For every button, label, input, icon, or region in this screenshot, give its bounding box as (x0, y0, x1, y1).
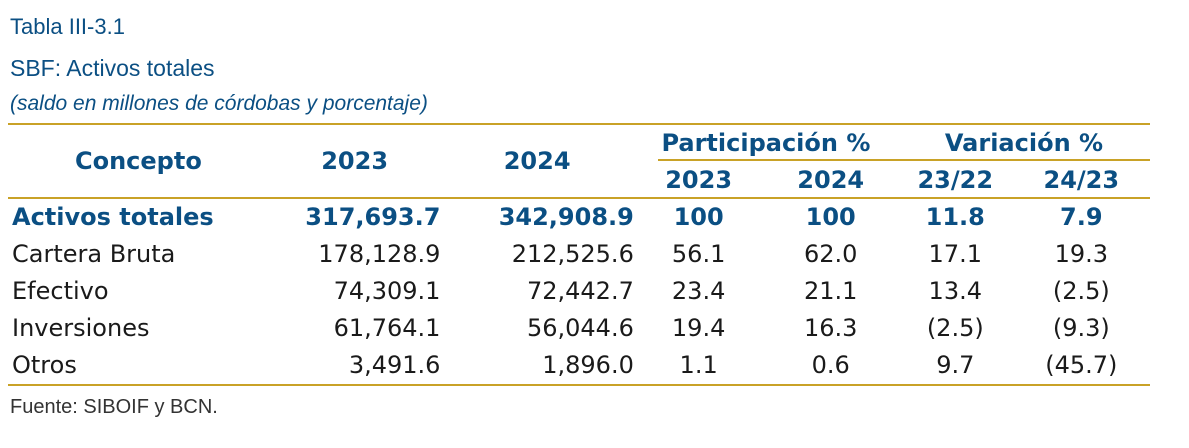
cell-value-2024: 212,525.6 (511, 239, 634, 268)
cell-value-2023: 3,491.6 (348, 350, 441, 379)
table-title: SBF: Activos totales (10, 55, 215, 81)
table-row: Otros 3,491.6 1,896.0 1.1 0.6 9.7 (45.7) (8, 346, 1150, 383)
cell-value-2024: 56,044.6 (526, 313, 634, 342)
subheader-var-24-23: 24/23 (1043, 165, 1120, 194)
cell-part-2024: 16.3 (803, 313, 858, 342)
cell-var-24-23: (9.3) (1052, 313, 1110, 342)
cell-var-23-22: 9.7 (936, 350, 975, 379)
cell-value-2024: 1,896.0 (542, 350, 634, 379)
subheader-var-23-22: 23/22 (917, 165, 994, 194)
cell-concept: Activos totales (12, 202, 214, 231)
source-note: Fuente: SIBOIF y BCN. (10, 396, 218, 418)
table-body: Activos totales 317,693.7 342,908.9 100 100 1… (8, 198, 1150, 383)
cell-var-23-22: (2.5) (926, 313, 984, 342)
cell-var-23-22: 13.4 (928, 276, 982, 305)
cell-var-24-23: (45.7) (1045, 350, 1118, 379)
table-row: Inversiones 61,764.1 56,044.6 19.4 16.3 (2.5)… (8, 309, 1150, 346)
header-2024: 2024 (503, 147, 571, 175)
cell-part-2024: 62.0 (803, 239, 858, 268)
cell-var-24-23: 7.9 (1060, 202, 1103, 231)
cell-value-2024: 342,908.9 (498, 202, 634, 231)
cell-value-2024: 72,442.7 (526, 276, 634, 305)
table-subtitle: (saldo en millones de córdobas y porcent… (10, 92, 428, 115)
cell-part-2023: 56.1 (671, 239, 726, 268)
cell-concept: Inversiones (12, 313, 150, 342)
cell-value-2023: 74,309.1 (333, 276, 441, 305)
cell-value-2023: 178,128.9 (318, 239, 441, 268)
table-row: Cartera Bruta 178,128.9 212,525.6 56.1 62.0 1… (8, 235, 1150, 272)
cell-var-23-22: 11.8 (925, 202, 985, 231)
header-variation: Variación % (944, 128, 1104, 157)
cell-var-24-23: (2.5) (1052, 276, 1110, 305)
cell-part-2023: 1.1 (679, 350, 718, 379)
header-concept: Concepto (74, 147, 202, 175)
subheader-part-2024: 2024 (797, 165, 865, 194)
cell-part-2024: 0.6 (811, 350, 850, 379)
cell-var-23-22: 17.1 (928, 239, 982, 268)
cell-concept: Cartera Bruta (12, 239, 176, 268)
subheader-part-2023: 2023 (665, 165, 733, 194)
cell-var-24-23: 19.3 (1054, 239, 1108, 268)
cell-part-2024: 100 (805, 202, 856, 231)
cell-concept: Efectivo (12, 276, 109, 305)
cell-part-2023: 23.4 (671, 276, 726, 305)
cell-part-2023: 100 (673, 202, 724, 231)
table-row: Efectivo 74,309.1 72,442.7 23.4 21.1 13.4 (2.5… (8, 272, 1150, 309)
top-rule (8, 123, 1150, 125)
cell-value-2023: 317,693.7 (305, 202, 441, 231)
bottom-rule (8, 384, 1150, 386)
header-bottom-rule (8, 197, 1150, 199)
assets-table: Concepto 2023 2024 Participación % Varia… (8, 124, 1150, 383)
cell-part-2023: 19.4 (671, 313, 726, 342)
header-2023: 2023 (321, 147, 389, 175)
cell-concept: Otros (12, 350, 77, 379)
group-rule (658, 159, 1150, 161)
table-number: Tabla III-3.1 (10, 14, 125, 39)
table-row: Activos totales 317,693.7 342,908.9 100 100 1… (8, 198, 1150, 235)
cell-value-2023: 61,764.1 (333, 313, 441, 342)
header-participation: Participación % (661, 128, 871, 157)
cell-part-2024: 21.1 (803, 276, 858, 305)
